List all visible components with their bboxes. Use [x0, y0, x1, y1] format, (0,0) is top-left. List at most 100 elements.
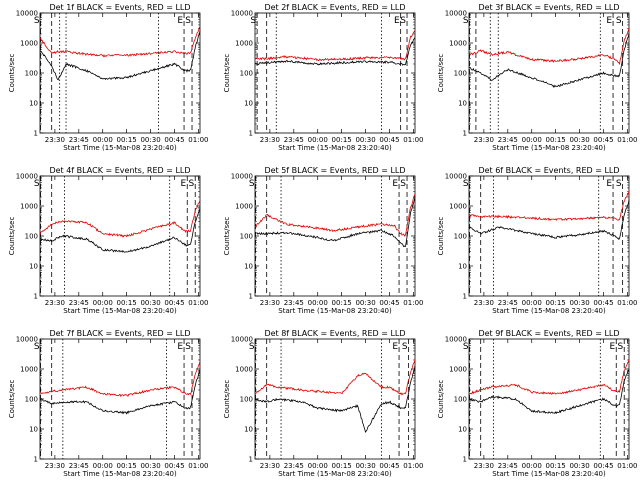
y-tick-label: 100	[25, 396, 38, 404]
y-tick-label: 10000	[445, 10, 467, 18]
x-axis-label: Start Time (15-Mar-08 23:20:40)	[278, 470, 392, 478]
x-tick-label: 23:45	[69, 462, 89, 470]
events-series-line	[468, 199, 630, 241]
time-marker-label: S	[249, 179, 255, 189]
y-tick-label: 10	[29, 100, 38, 108]
events-series-line	[255, 365, 416, 434]
time-marker-label: S	[34, 16, 40, 26]
x-tick-label: 23:30	[260, 136, 280, 144]
x-tick-label: 00:00	[308, 462, 328, 470]
y-tick-label: 100	[25, 233, 38, 241]
time-marker-label: E	[177, 342, 183, 352]
y-tick-label: 10	[244, 100, 253, 108]
x-axis-label: Start Time (15-Mar-08 23:20:40)	[492, 470, 606, 478]
x-tick-label: 01:00	[403, 299, 423, 307]
detector-panel: Det 8f BLACK = Events, RED = LLD 1 10 100 10…	[223, 329, 423, 478]
x-tick-label: 00:30	[355, 462, 375, 470]
lld-series-line	[254, 193, 416, 237]
time-marker-label: S	[249, 342, 255, 352]
y-tick-label: 1	[34, 456, 38, 464]
x-axis-label: Start Time (15-Mar-08 23:20:40)	[63, 307, 177, 315]
time-marker-label: S	[34, 342, 40, 352]
x-axis-label: Start Time (15-Mar-08 23:20:40)	[278, 307, 392, 315]
y-tick-label: 10000	[231, 10, 253, 18]
x-tick-label: 23:30	[260, 299, 280, 307]
y-tick-label: 100	[240, 396, 253, 404]
x-tick-label: 00:00	[522, 299, 542, 307]
lld-series-line	[254, 30, 416, 62]
time-marker-label: E	[181, 179, 187, 189]
panel-title: Det 3f BLACK = Events, RED = LLD	[478, 3, 619, 12]
y-tick-label: 100	[25, 70, 38, 78]
x-tick-label: 00:00	[308, 136, 328, 144]
time-marker-label: E	[606, 16, 612, 26]
y-tick-label: 1000	[235, 203, 253, 211]
time-marker-label: S	[617, 342, 623, 352]
panel-title: Det 7f BLACK = Events, RED = LLD	[49, 329, 190, 338]
y-tick-label: 1000	[235, 40, 253, 48]
events-series-line	[39, 208, 201, 253]
time-marker-label: S	[400, 16, 406, 26]
y-tick-label: 10	[458, 426, 467, 434]
lld-series-line	[254, 359, 416, 396]
x-tick-label: 00:15	[117, 462, 137, 470]
x-tick-label: 23:30	[474, 136, 494, 144]
y-tick-label: 10	[458, 263, 467, 271]
panel-title: Det 1f BLACK = Events, RED = LLD	[49, 3, 190, 12]
time-marker-label: S	[185, 342, 191, 352]
y-tick-label: 10	[244, 263, 253, 271]
y-tick-label: 10000	[445, 336, 467, 344]
detector-panel: Det 6f BLACK = Events, RED = LLD 1 10 100 10…	[437, 166, 637, 315]
panel-title: Det 6f BLACK = Events, RED = LLD	[478, 166, 619, 175]
x-tick-label: 00:30	[140, 136, 160, 144]
y-tick-label: 1	[463, 130, 467, 138]
plot-frame	[254, 175, 416, 297]
detector-panel: Det 1f BLACK = Events, RED = LLD 1 10 100 10…	[8, 3, 208, 152]
y-axis-label: Counts/sec	[223, 217, 231, 256]
panel-title: Det 4f BLACK = Events, RED = LLD	[49, 166, 190, 175]
plot-frame	[468, 338, 630, 460]
y-tick-label: 100	[454, 396, 467, 404]
detector-panel: Det 3f BLACK = Events, RED = LLD 1 10 100 10…	[437, 3, 637, 152]
panel-title: Det 5f BLACK = Events, RED = LLD	[264, 166, 405, 175]
time-marker-label: E	[392, 179, 398, 189]
panel-title: Det 8f BLACK = Events, RED = LLD	[264, 329, 405, 338]
x-tick-label: 00:45	[379, 136, 399, 144]
time-marker-label: S	[463, 16, 469, 26]
x-tick-label: 23:30	[474, 299, 494, 307]
y-tick-label: 10	[458, 100, 467, 108]
x-tick-label: 00:45	[164, 462, 184, 470]
x-tick-label: 00:15	[546, 462, 566, 470]
x-tick-label: 23:30	[474, 462, 494, 470]
x-axis-label: Start Time (15-Mar-08 23:20:40)	[492, 307, 606, 315]
time-marker-label: S	[616, 16, 622, 26]
x-tick-label: 00:45	[593, 299, 613, 307]
time-marker-label: S	[400, 179, 406, 189]
time-marker-label: S	[463, 342, 469, 352]
y-tick-label: 1000	[449, 40, 467, 48]
x-tick-label: 00:45	[379, 462, 399, 470]
x-tick-label: 23:30	[45, 299, 65, 307]
x-tick-label: 00:15	[117, 136, 137, 144]
detector-panel: Det 7f BLACK = Events, RED = LLD 1 10 100 10…	[8, 329, 208, 478]
events-series-line	[39, 369, 201, 415]
panel-title: Det 9f BLACK = Events, RED = LLD	[478, 329, 619, 338]
x-tick-label: 00:00	[93, 462, 113, 470]
time-marker-label: S	[463, 179, 469, 189]
time-marker-label: S	[616, 179, 622, 189]
x-tick-label: 23:45	[284, 462, 304, 470]
y-axis-label: Counts/sec	[437, 380, 445, 419]
x-tick-label: 00:45	[164, 299, 184, 307]
y-tick-label: 100	[454, 233, 467, 241]
x-tick-label: 00:15	[117, 299, 137, 307]
detector-panel: Det 9f BLACK = Events, RED = LLD 1 10 100 10…	[437, 329, 637, 478]
y-axis-label: Counts/sec	[8, 54, 16, 93]
x-tick-label: 00:00	[93, 299, 113, 307]
x-tick-label: 00:30	[569, 136, 589, 144]
x-tick-label: 00:15	[332, 462, 352, 470]
y-tick-label: 1000	[235, 366, 253, 374]
x-tick-label: 23:45	[284, 136, 304, 144]
time-marker-label: S	[188, 179, 194, 189]
x-tick-label: 00:00	[93, 136, 113, 144]
y-tick-label: 10000	[231, 173, 253, 181]
